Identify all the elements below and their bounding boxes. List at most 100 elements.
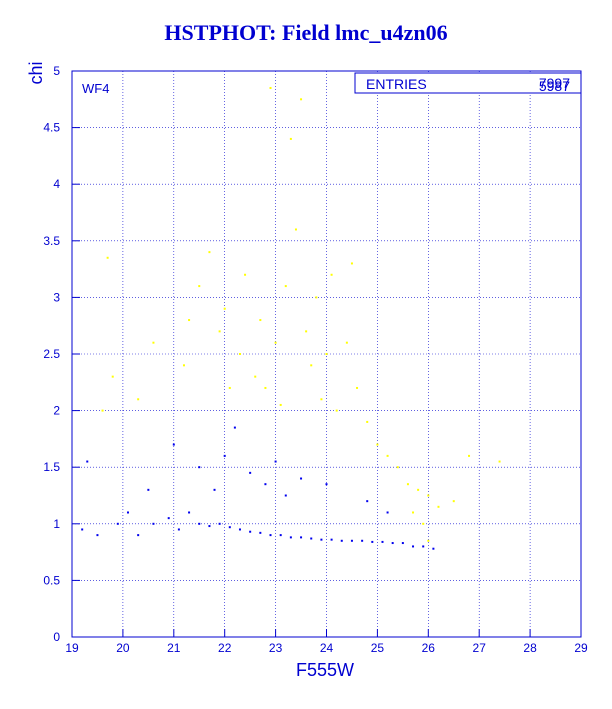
data-point bbox=[188, 319, 191, 322]
data-point bbox=[172, 443, 175, 446]
data-point bbox=[427, 539, 430, 542]
data-point bbox=[320, 538, 323, 541]
data-point bbox=[305, 330, 308, 333]
x-tick-label: 19 bbox=[65, 641, 79, 655]
data-point bbox=[264, 386, 267, 389]
y-tick-label: 1 bbox=[53, 517, 60, 531]
series-0 bbox=[101, 86, 501, 542]
data-point bbox=[244, 273, 247, 276]
data-point bbox=[269, 534, 272, 537]
x-tick-label: 27 bbox=[473, 641, 487, 655]
data-point bbox=[406, 483, 409, 486]
data-point bbox=[208, 525, 211, 528]
data-point bbox=[401, 542, 404, 545]
y-tick-label: 1.5 bbox=[43, 460, 60, 474]
y-tick-labels: 0 0.5 1 1.5 2 2.5 3 3.5 4 4.5 5 bbox=[43, 64, 80, 644]
x-tick-label: 25 bbox=[371, 641, 385, 655]
data-point bbox=[325, 483, 328, 486]
stats-entries-value-front: 5987 bbox=[539, 78, 570, 94]
data-point bbox=[86, 460, 89, 463]
data-point bbox=[300, 536, 303, 539]
data-point bbox=[437, 505, 440, 508]
chip-label: WF4 bbox=[82, 81, 109, 96]
data-point bbox=[294, 228, 297, 231]
data-point bbox=[106, 256, 109, 259]
data-point bbox=[279, 403, 282, 406]
data-point bbox=[325, 353, 328, 355]
data-point bbox=[137, 534, 140, 537]
data-point bbox=[427, 494, 430, 497]
data-point bbox=[167, 517, 170, 520]
data-point bbox=[386, 454, 389, 457]
data-point bbox=[274, 341, 277, 344]
x-tick-label: 20 bbox=[116, 641, 130, 655]
stats-box: ENTRIES 7997 5987 bbox=[354, 72, 582, 94]
data-point bbox=[223, 307, 226, 310]
data-point bbox=[152, 341, 155, 344]
data-point bbox=[177, 528, 180, 531]
data-point bbox=[147, 488, 150, 491]
data-point bbox=[228, 526, 231, 529]
data-point bbox=[396, 466, 399, 469]
data-point bbox=[422, 522, 425, 525]
stats-entries-value-back: 7997 bbox=[539, 75, 570, 91]
data-point bbox=[366, 500, 369, 503]
data-point bbox=[188, 511, 191, 514]
y-tick-label: 2.5 bbox=[43, 347, 60, 361]
data-point bbox=[254, 375, 257, 378]
data-point bbox=[376, 443, 379, 446]
data-point bbox=[218, 330, 221, 333]
data-point bbox=[198, 285, 201, 288]
data-point bbox=[310, 364, 313, 367]
data-point bbox=[126, 511, 129, 514]
stats-entries-label: ENTRIES bbox=[366, 76, 427, 92]
data-point bbox=[81, 528, 84, 531]
data-point bbox=[182, 364, 185, 367]
data-point bbox=[208, 251, 211, 254]
data-point bbox=[391, 542, 394, 545]
y-tick-label: 0.5 bbox=[43, 573, 60, 587]
data-point bbox=[366, 420, 369, 423]
data-point bbox=[417, 488, 420, 491]
y-tick-label: 3.5 bbox=[43, 234, 60, 248]
data-point bbox=[356, 386, 359, 389]
data-point bbox=[422, 545, 425, 548]
data-point bbox=[330, 273, 333, 276]
data-point bbox=[310, 537, 313, 540]
chart-title: HSTPHOT: Field lmc_u4zn06 bbox=[164, 20, 448, 45]
data-point bbox=[198, 466, 201, 469]
x-tick-label: 23 bbox=[269, 641, 283, 655]
data-point bbox=[152, 522, 155, 525]
data-point bbox=[289, 536, 292, 539]
data-point bbox=[386, 511, 389, 514]
data-point bbox=[259, 531, 262, 534]
data-point bbox=[223, 454, 226, 457]
data-point bbox=[249, 471, 252, 474]
y-tick-label: 4.5 bbox=[43, 121, 60, 135]
data-point bbox=[315, 296, 318, 299]
data-point bbox=[228, 386, 231, 389]
x-tick-label: 29 bbox=[574, 641, 588, 655]
data-point bbox=[264, 483, 267, 486]
data-point bbox=[249, 530, 252, 533]
x-tick-label: 22 bbox=[218, 641, 232, 655]
data-point bbox=[350, 262, 353, 265]
data-point bbox=[279, 534, 282, 537]
data-point bbox=[274, 460, 277, 463]
data-point bbox=[238, 528, 241, 531]
data-point bbox=[137, 398, 140, 401]
data-point bbox=[330, 538, 333, 541]
x-axis-label: F555W bbox=[296, 660, 354, 680]
x-tick-label: 24 bbox=[320, 641, 334, 655]
data-point bbox=[284, 285, 287, 288]
data-point bbox=[233, 426, 236, 429]
x-tick-label: 26 bbox=[422, 641, 436, 655]
y-tick-label: 5 bbox=[53, 64, 60, 78]
data-point bbox=[269, 86, 272, 89]
data-point bbox=[300, 98, 303, 101]
data-point bbox=[101, 409, 104, 412]
data-point bbox=[381, 540, 384, 543]
data-point bbox=[289, 137, 292, 140]
